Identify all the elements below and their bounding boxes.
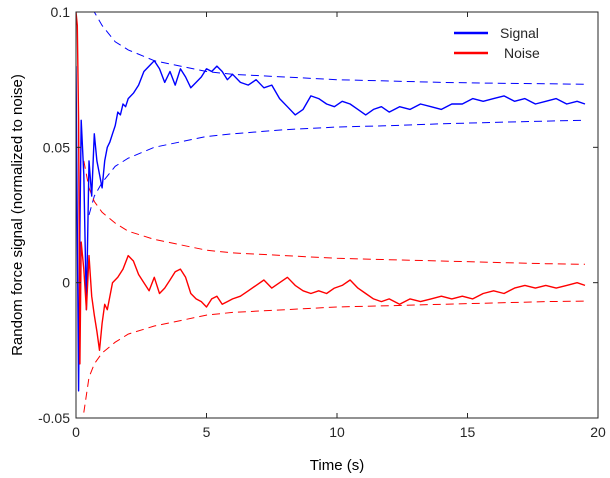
x-tick-label: 5 (203, 424, 211, 440)
y-tick-label: 0.1 (51, 4, 71, 20)
envelope-0-lower-line (88, 119, 586, 216)
x-axis-label: Time (s) (310, 457, 364, 474)
y-tick-label: 0.05 (43, 139, 70, 155)
y-tick-label: -0.05 (38, 410, 70, 426)
envelope-1-upper-line (83, 160, 586, 265)
envelope-1-lower-line (83, 300, 586, 413)
y-axis-label: Random force signal (normalized to noise… (9, 74, 26, 356)
x-tick-label: 10 (329, 424, 345, 440)
legend-signal-label: Signal (500, 25, 539, 41)
x-tick-label: 20 (590, 424, 606, 440)
plot-background (76, 12, 598, 418)
x-tick-label: 15 (460, 424, 476, 440)
envelope-0-upper-line (93, 12, 586, 85)
series-noise-line (76, 12, 586, 365)
x-tick-label: 0 (72, 424, 80, 440)
legend-noise-label: Noise (504, 45, 540, 61)
y-tick-label: 0 (62, 275, 70, 291)
legend: Signal Noise (454, 25, 540, 61)
series-signal-line (76, 60, 586, 392)
